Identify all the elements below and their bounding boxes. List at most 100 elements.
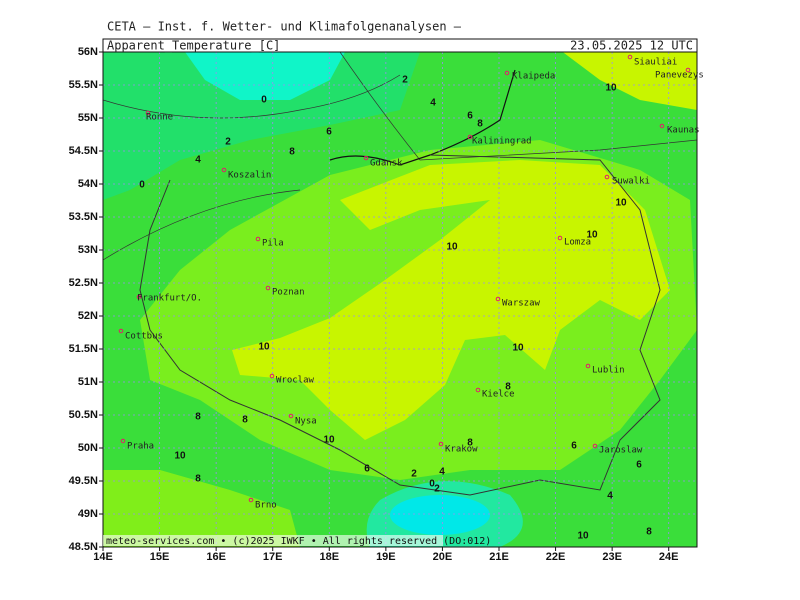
city-label: Frankfurt/O. xyxy=(137,294,202,304)
city-marker xyxy=(136,294,142,300)
lon-label: 19E xyxy=(376,551,396,563)
contour-label: 2 xyxy=(434,484,440,495)
city-marker xyxy=(145,110,151,116)
lon-label: 23E xyxy=(602,551,622,563)
contour-label: 0 xyxy=(429,479,435,490)
contour-line xyxy=(339,52,697,161)
city-marker xyxy=(592,443,598,449)
lon-label: 16E xyxy=(206,551,226,563)
contour-label: 2 xyxy=(411,469,417,480)
contour-label: 4 xyxy=(195,155,201,166)
lat-label: 50.5N xyxy=(69,409,98,421)
contour-label: 10 xyxy=(577,531,589,542)
lat-label: 53N xyxy=(78,244,98,256)
field-cool-nw xyxy=(103,52,420,200)
contour-label: 4 xyxy=(430,98,436,109)
city-label: Lomza xyxy=(564,238,591,248)
city-marker xyxy=(248,497,254,503)
contour-label: 8 xyxy=(505,382,511,393)
labels: 56N 55.5N 55N 54.5N 54N 53.5N 53N 52.5N 52N 51.5N… xyxy=(69,46,704,563)
lon-label: 24E xyxy=(659,551,679,563)
field-cold-tatra xyxy=(390,495,490,535)
city-marker xyxy=(659,123,665,129)
contour-label: 10 xyxy=(258,342,270,353)
city-label: Warszaw xyxy=(502,299,541,309)
contour-label: 10 xyxy=(512,343,524,354)
contour-label: 10 xyxy=(615,198,627,209)
lat-label: 54.5N xyxy=(69,145,98,157)
lat-label: 51N xyxy=(78,376,98,388)
city-marker xyxy=(288,413,294,419)
contour-label: 10 xyxy=(586,230,598,241)
city-label: Klaipeda xyxy=(512,72,555,82)
contour-label: 8 xyxy=(289,147,295,158)
border xyxy=(139,154,661,496)
institute: CETA – Inst. f. Wetter- und Klimafolgena… xyxy=(107,20,462,34)
lon-label: 20E xyxy=(433,551,453,563)
contour-label: 10 xyxy=(605,83,617,94)
field-warm-ne xyxy=(562,52,697,110)
lon-label: 18E xyxy=(319,551,339,563)
map-title: Apparent_Temperature_[C] xyxy=(107,39,280,53)
city-marker xyxy=(265,285,271,291)
map-time: 23.05.2025 12 UTC xyxy=(570,39,693,53)
field-mild-sw xyxy=(103,470,300,547)
city-marker xyxy=(269,373,275,379)
footer-bg xyxy=(103,535,443,546)
city-label: Suwalki xyxy=(612,177,650,187)
city-marker xyxy=(363,155,369,161)
lat-label: 55N xyxy=(78,112,98,124)
contour-label: 2 xyxy=(225,137,231,148)
lat-label: 50N xyxy=(78,442,98,454)
city-label: Brno xyxy=(255,501,277,511)
city-label: Gdansk xyxy=(370,159,403,169)
city-label: Kaliningrad xyxy=(472,137,532,147)
contour-label: 8 xyxy=(477,119,483,130)
city-marker xyxy=(627,54,633,60)
contour-label: 0 xyxy=(261,95,267,106)
contour-label: 6 xyxy=(326,127,332,138)
lat-label: 48.5N xyxy=(69,541,98,553)
city-label: Cottbus xyxy=(125,332,163,342)
lon-label: 21E xyxy=(489,551,509,563)
contour-label: 10 xyxy=(323,435,335,446)
contour-label: 10 xyxy=(446,242,458,253)
field-cold-sea xyxy=(185,52,345,100)
city-marker xyxy=(585,363,591,369)
lat-label: 49N xyxy=(78,508,98,520)
contour-line xyxy=(103,74,401,119)
city-marker xyxy=(604,174,610,180)
city-label: Kaunas xyxy=(667,126,700,136)
contour-label: 6 xyxy=(571,441,577,452)
title-bar xyxy=(102,38,698,53)
city-label: Kielce xyxy=(482,390,515,400)
lat-label: 56N xyxy=(78,46,98,58)
city-label: Poznan xyxy=(272,288,305,298)
city-label: Wroclaw xyxy=(276,376,315,386)
city-label: Ronne xyxy=(146,113,173,123)
field-warm xyxy=(232,160,670,440)
lat-label: 52.5N xyxy=(69,277,98,289)
lon-label: 22E xyxy=(546,551,566,563)
lon-label: 14E xyxy=(93,551,113,563)
lat-label: 51.5N xyxy=(69,343,98,355)
city-marker xyxy=(557,235,563,241)
lat-label: 55.5N xyxy=(69,79,98,91)
contour-label: 8 xyxy=(242,415,248,426)
city-label: Koszalin xyxy=(228,171,271,181)
contour-label: 6 xyxy=(636,460,642,471)
contour-label: 8 xyxy=(646,527,652,538)
contour-label: 8 xyxy=(195,474,201,485)
city-marker xyxy=(221,167,227,173)
contour-label: 2 xyxy=(402,75,408,86)
city-marker xyxy=(475,387,481,393)
contour-label: 8 xyxy=(467,438,473,449)
city-label: Praha xyxy=(127,442,154,452)
lon-label: 17E xyxy=(263,551,283,563)
city-marker xyxy=(438,441,444,447)
contour-label: 10 xyxy=(174,451,186,462)
city-marker xyxy=(467,134,473,140)
city-marker xyxy=(120,438,126,444)
